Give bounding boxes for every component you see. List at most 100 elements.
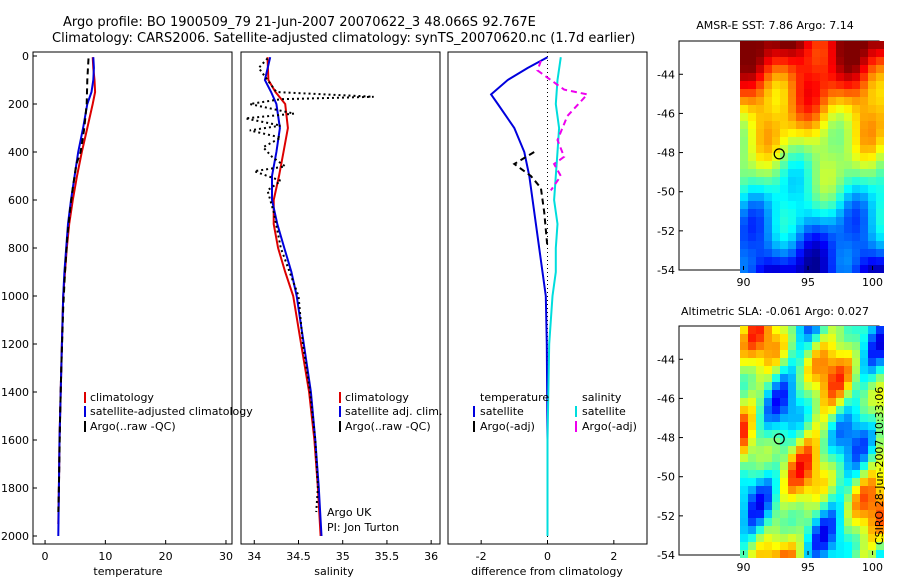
heatmap-cell [796, 105, 804, 113]
heatmap-cell [748, 153, 756, 161]
heatmap-cell [812, 201, 820, 209]
heatmap-cell [868, 89, 876, 97]
heatmap-cell [876, 201, 884, 209]
heatmap-cell [804, 518, 812, 526]
heatmap-cell [796, 438, 804, 446]
heatmap-cell [876, 502, 884, 510]
sal-legend-argo: Argo(..raw -QC) [345, 420, 431, 433]
heatmap-cell [756, 225, 764, 233]
heatmap-cell [804, 470, 812, 478]
heatmap-cell [836, 193, 844, 201]
heatmap-cell [780, 169, 788, 177]
heatmap-cell [740, 406, 748, 414]
heatmap-cell [812, 241, 820, 249]
heatmap-cell [844, 145, 852, 153]
depth-tick-label: 1200 [1, 338, 29, 351]
heatmap-cell [740, 478, 748, 486]
heatmap-cell [860, 41, 868, 49]
heatmap-cell [812, 502, 820, 510]
heatmap-cell [756, 121, 764, 129]
heatmap-cell [740, 121, 748, 129]
heatmap-cell [740, 209, 748, 217]
heatmap-cell [756, 350, 764, 358]
diff-legend-salinity-heading: salinity [582, 391, 622, 404]
heatmap-cell [772, 49, 780, 57]
heatmap-cell [828, 105, 836, 113]
heatmap-cell [748, 41, 756, 49]
heatmap-cell [828, 121, 836, 129]
heatmap-cell [796, 121, 804, 129]
heatmap-cell [868, 422, 876, 430]
heatmap-cell [780, 454, 788, 462]
heatmap-cell [876, 462, 884, 470]
heatmap-cell [780, 526, 788, 534]
heatmap-cell [772, 502, 780, 510]
heatmap-cell [812, 374, 820, 382]
heatmap-cell [756, 390, 764, 398]
heatmap-cell [748, 414, 756, 422]
heatmap-cell [844, 518, 852, 526]
heatmap-cell [772, 454, 780, 462]
heatmap-cell [828, 89, 836, 97]
heatmap-cell [788, 137, 796, 145]
heatmap-cell [868, 265, 876, 273]
heatmap-cell [868, 121, 876, 129]
heatmap-cell [860, 121, 868, 129]
heatmap-cell [780, 57, 788, 65]
heatmap-cell [740, 366, 748, 374]
heatmap-cell [844, 113, 852, 121]
figure-title-line1: Argo profile: BO 1900509_79 21-Jun-2007 … [63, 15, 536, 30]
depth-tick-label: 1000 [1, 290, 29, 303]
heatmap-cell [860, 265, 868, 273]
heatmap-cell [844, 446, 852, 454]
heatmap-cell [828, 169, 836, 177]
heatmap-cell [780, 161, 788, 169]
heatmap-cell [852, 334, 860, 342]
temperature-panel-frame [32, 51, 233, 545]
heatmap-cell [788, 257, 796, 265]
heatmap-cell [812, 398, 820, 406]
map-y-tick-label: -54 [657, 264, 675, 277]
heatmap-cell [844, 526, 852, 534]
heatmap-cell [772, 249, 780, 257]
heatmap-cell [812, 534, 820, 542]
heatmap-cell [820, 350, 828, 358]
heatmap-cell [748, 201, 756, 209]
heatmap-cell [740, 113, 748, 121]
heatmap-cell [796, 113, 804, 121]
heatmap-cell [796, 350, 804, 358]
heatmap-cell [796, 177, 804, 185]
heatmap-cell [804, 494, 812, 502]
heatmap-cell [836, 41, 844, 49]
heatmap-cell [780, 422, 788, 430]
heatmap-cell [804, 374, 812, 382]
heatmap-cell [828, 414, 836, 422]
heatmap-cell [804, 161, 812, 169]
heatmap-cell [740, 161, 748, 169]
heatmap-cell [772, 550, 780, 558]
heatmap-cell [844, 326, 852, 334]
depth-tick-label: 800 [8, 242, 29, 255]
heatmap-cell [820, 358, 828, 366]
heatmap-cell [772, 169, 780, 177]
heatmap-cell [788, 454, 796, 462]
heatmap-cell [756, 89, 764, 97]
heatmap-cell [796, 478, 804, 486]
heatmap-cell [780, 486, 788, 494]
heatmap-cell [844, 73, 852, 81]
heatmap-cell [868, 350, 876, 358]
heatmap-cell [756, 510, 764, 518]
sst-map-title: AMSR-E SST: 7.86 Argo: 7.14 [696, 19, 854, 32]
heatmap-cell [780, 502, 788, 510]
heatmap-cell [756, 129, 764, 137]
heatmap-cell [764, 326, 772, 334]
heatmap-cell [868, 342, 876, 350]
heatmap-cell [740, 486, 748, 494]
heatmap-cell [868, 510, 876, 518]
heatmap-cell [828, 161, 836, 169]
heatmap-cell [844, 470, 852, 478]
heatmap-cell [836, 494, 844, 502]
heatmap-cell [780, 534, 788, 542]
heatmap-cell [740, 193, 748, 201]
heatmap-cell [812, 41, 820, 49]
